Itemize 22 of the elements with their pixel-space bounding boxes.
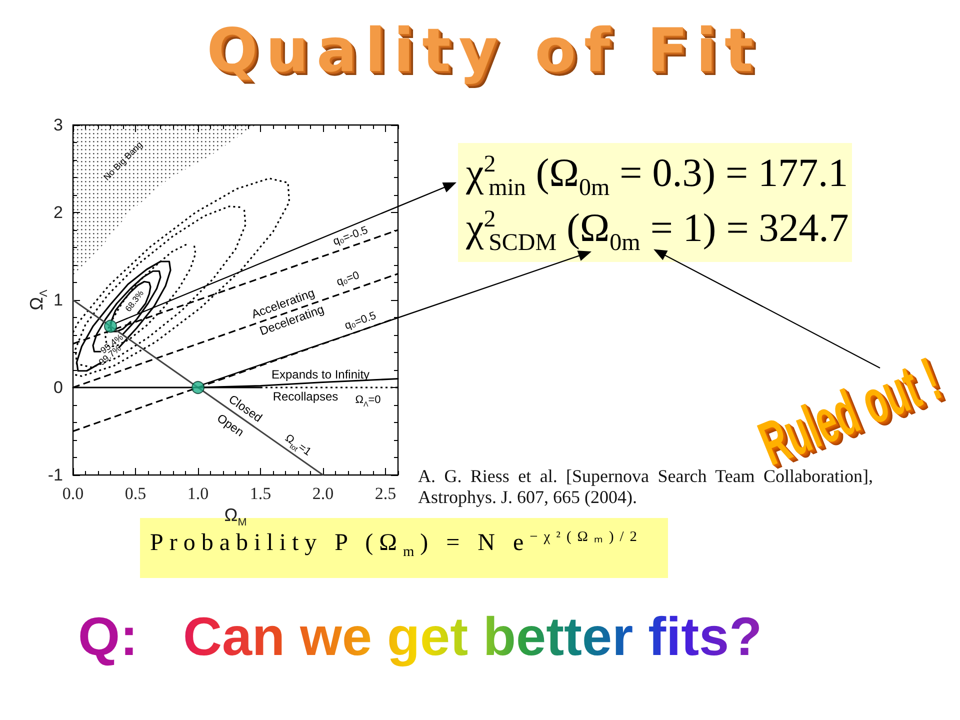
y-tick-label: -1 [48, 466, 63, 484]
annotation: q₀=0.5 [343, 310, 378, 332]
annotation: Recollapses [272, 389, 338, 404]
text: Probability P (Ω$_{m}$) = N e$^{−χ²(Ωₘ)/2}$ [150, 529, 643, 560]
y-tick-label: 2 [54, 203, 63, 222]
text: χ$^{2}$$_{min}$ (Ω$_{0m}$ = 0.3) = 177.1 [466, 150, 848, 201]
x-tick-label: 0.5 [124, 484, 146, 503]
text: χ$^{2}$$_{SCDM}$ (Ω$_{0m}$ = 1) = 324.7 [466, 205, 849, 256]
y-tick-label: 1 [54, 290, 63, 310]
x-tick-label: 1.5 [250, 484, 272, 503]
annotation: q₀=0 [335, 269, 361, 289]
x-tick-label: 0.0 [62, 484, 84, 503]
chart-title: Quality of Fit [206, 16, 762, 86]
y-tick-label: 0 [54, 378, 63, 397]
text: Q: Can we get better fits? [78, 606, 762, 668]
x-tick-label: 1.0 [187, 484, 209, 503]
y-tick-label: 3 [54, 116, 63, 134]
x-tick-label: 2.5 [374, 484, 396, 503]
x-tick-label: 2.0 [312, 484, 334, 503]
x-axis-title: Ω$_{M}$ [224, 505, 247, 529]
annotation: Expands to Infinity [271, 367, 370, 382]
text: A. G. Riess et al. [Supernova Search Team Collaboration], Astrophys. J. 607, 665 (2004). [418, 466, 873, 508]
